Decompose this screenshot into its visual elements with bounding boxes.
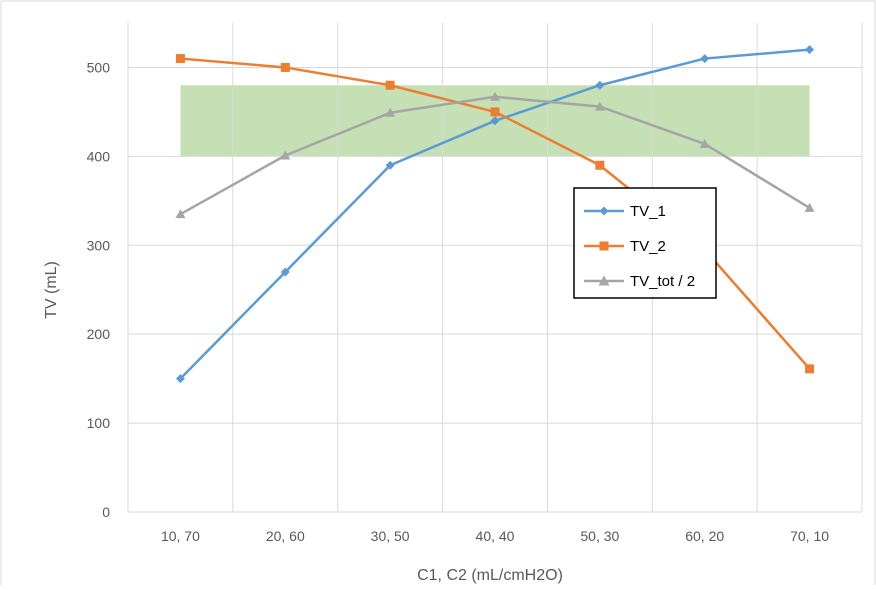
data-point [805, 45, 815, 55]
data-point [175, 54, 185, 64]
data-point [385, 160, 395, 170]
x-tick-label: 60, 20 [685, 528, 724, 544]
data-point [700, 54, 710, 64]
legend-box [573, 187, 717, 299]
data-point [805, 364, 815, 374]
legend-item: TV_1 [584, 203, 666, 220]
data-point [385, 107, 396, 117]
legend-label: TV_1 [630, 203, 666, 220]
legend-label: TV_2 [630, 238, 666, 255]
data-point [699, 138, 710, 148]
y-tick-label: 300 [87, 237, 111, 253]
x-tick-label: 30, 50 [371, 528, 410, 544]
x-tick-label: 20, 60 [266, 528, 305, 544]
data-point [175, 374, 185, 384]
data-point [175, 209, 186, 219]
data-point [598, 275, 610, 286]
data-point [595, 80, 605, 90]
x-tick-label: 10, 70 [161, 528, 200, 544]
x-tick-label: 70, 10 [790, 528, 829, 544]
data-point [595, 160, 605, 170]
x-tick-label: 50, 30 [580, 528, 619, 544]
data-point [385, 80, 395, 90]
y-tick-label: 400 [87, 148, 111, 164]
x-axis-title: C1, C2 (mL/cmH2O) [417, 567, 563, 584]
data-point [280, 267, 290, 277]
series-3 [175, 91, 815, 219]
legend-label: TV_tot / 2 [630, 273, 695, 290]
y-tick-label: 0 [102, 504, 110, 520]
grid-layer [127, 23, 863, 513]
y-tick-labels: 0 100 200 300 400 500 [87, 59, 111, 520]
x-tick-labels: 10, 70 20, 60 30, 50 40, 40 50, 30 60, 20 70, … [161, 528, 829, 544]
data-point [804, 202, 815, 212]
data-point [280, 150, 291, 160]
data-point [280, 62, 290, 72]
data-point [594, 101, 605, 111]
y-tick-label: 500 [87, 59, 111, 75]
data-point [490, 91, 500, 101]
x-tick-label: 40, 40 [476, 528, 515, 544]
legend-item: TV_2 [584, 238, 666, 255]
data-point [599, 241, 609, 251]
legend: TV_1 TV_2 TV_tot / 2 [573, 187, 717, 299]
data-point [490, 116, 500, 126]
data-point [490, 107, 500, 117]
y-tick-label: 200 [87, 326, 111, 342]
legend-item: TV_tot / 2 [584, 273, 695, 290]
series-1 [175, 45, 815, 384]
legend-items: TV_1 TV_2 TV_tot / 2 [584, 203, 695, 290]
y-axis-title: TV (mL) [43, 261, 60, 319]
y-tick-label: 100 [87, 415, 111, 431]
data-point [599, 206, 609, 216]
